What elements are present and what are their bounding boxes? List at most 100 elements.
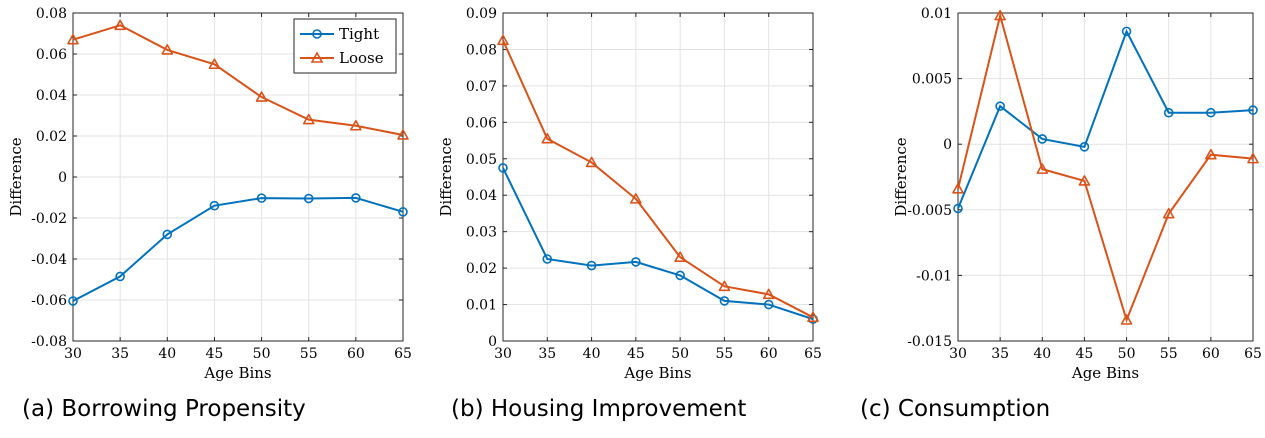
data-point-loose bbox=[1205, 148, 1217, 160]
y-tick-label: 0.06 bbox=[466, 115, 497, 131]
y-axis-label: Difference bbox=[7, 137, 25, 216]
y-tick-label: 0.08 bbox=[466, 42, 497, 58]
data-point-tight bbox=[398, 207, 408, 217]
x-tick-label: 60 bbox=[347, 346, 365, 362]
x-tick-label: 65 bbox=[1244, 346, 1262, 362]
y-tick-label: 0.05 bbox=[466, 152, 497, 168]
data-point-loose bbox=[718, 280, 731, 292]
caption-b: (b) Housing Improvement bbox=[451, 396, 747, 422]
x-tick-label: 35 bbox=[991, 346, 1009, 362]
series-line-loose bbox=[72, 24, 404, 136]
x-tick-label: 30 bbox=[949, 346, 967, 362]
data-point-loose bbox=[1078, 175, 1091, 186]
legend-marker-tight bbox=[312, 29, 322, 39]
x-tick-label: 55 bbox=[300, 346, 318, 362]
y-tick-label: -0.02 bbox=[31, 211, 67, 227]
y-tick-label: 0.07 bbox=[466, 79, 497, 95]
data-point-tight bbox=[1121, 26, 1132, 37]
data-point-tight bbox=[162, 229, 173, 240]
y-tick-label: -0.015 bbox=[907, 334, 952, 350]
data-point-tight bbox=[498, 163, 508, 173]
x-tick-label: 65 bbox=[394, 346, 412, 362]
y-tick-label: 0.02 bbox=[36, 129, 67, 145]
y-tick-label: 0.01 bbox=[921, 6, 952, 22]
y-tick-label: -0.04 bbox=[31, 252, 67, 268]
data-point-loose bbox=[208, 58, 221, 70]
x-tick-label: 35 bbox=[111, 346, 129, 362]
y-tick-label: 0 bbox=[58, 170, 67, 186]
y-axis-label: Difference bbox=[892, 137, 910, 216]
data-point-loose bbox=[807, 311, 819, 323]
legend-marker-loose bbox=[310, 51, 324, 63]
x-tick-label: 45 bbox=[627, 346, 645, 362]
data-point-tight bbox=[1037, 134, 1048, 144]
x-tick-label: 50 bbox=[253, 346, 271, 362]
data-point-tight bbox=[256, 193, 267, 203]
data-point-loose bbox=[541, 132, 554, 144]
data-point-loose bbox=[1036, 163, 1049, 174]
data-point-tight bbox=[1079, 142, 1090, 152]
x-tick-label: 30 bbox=[494, 346, 512, 362]
x-tick-label: 65 bbox=[804, 346, 822, 362]
data-point-loose bbox=[397, 129, 409, 140]
data-point-tight bbox=[1163, 107, 1174, 118]
x-tick-label: 60 bbox=[1202, 346, 1220, 362]
legend-label-tight: Tight bbox=[339, 25, 379, 43]
data-point-loose bbox=[994, 9, 1006, 21]
series-line-loose bbox=[957, 11, 1254, 324]
data-point-tight bbox=[995, 101, 1005, 111]
data-point-tight bbox=[719, 296, 730, 306]
series-line-tight bbox=[957, 28, 1254, 209]
legend-label-loose: Loose bbox=[339, 49, 384, 67]
data-point-loose bbox=[114, 19, 126, 31]
x-axis-label: Age Bins bbox=[1071, 364, 1139, 382]
data-point-tight bbox=[1206, 107, 1216, 118]
legend-box bbox=[293, 18, 397, 74]
axes-box bbox=[502, 12, 814, 342]
y-tick-label: 0.09 bbox=[466, 6, 497, 22]
x-tick-label: 50 bbox=[1118, 346, 1136, 362]
data-point-tight bbox=[303, 193, 314, 204]
caption-c: (c) Consumption bbox=[860, 396, 1051, 422]
x-tick-label: 45 bbox=[1076, 346, 1094, 362]
legend: Tight Loose bbox=[293, 18, 397, 74]
data-point-loose bbox=[585, 156, 598, 168]
x-tick-label: 60 bbox=[760, 346, 778, 362]
y-tick-label: -0.06 bbox=[31, 293, 67, 309]
series-line-tight bbox=[72, 196, 404, 302]
data-point-loose bbox=[302, 113, 315, 125]
data-point-loose bbox=[1162, 207, 1175, 219]
x-tick-label: 55 bbox=[1160, 346, 1178, 362]
data-point-tight bbox=[586, 260, 597, 271]
y-tick-label: 0 bbox=[488, 334, 497, 350]
data-point-tight bbox=[68, 296, 78, 306]
y-axis-label: Difference bbox=[437, 137, 455, 216]
data-point-loose bbox=[255, 91, 268, 102]
data-point-tight bbox=[631, 257, 641, 267]
y-tick-label: 0.02 bbox=[466, 261, 497, 277]
y-tick-label: -0.005 bbox=[907, 203, 952, 219]
x-tick-label: 40 bbox=[158, 346, 176, 362]
panel-0: 30 35 40 45 50 55 60 65 -0.08 -0.06 -0.04 -0.02 0 0.0… bbox=[7, 6, 412, 382]
data-point-loose bbox=[674, 251, 686, 262]
x-tick-label: 40 bbox=[583, 346, 601, 362]
data-point-loose bbox=[952, 183, 964, 194]
panel-2: 30 35 40 45 50 55 60 65 -0.015 -0.01 -0.005 0 0.005 0… bbox=[892, 6, 1262, 382]
y-tick-label: 0.005 bbox=[912, 72, 952, 88]
data-point-loose bbox=[161, 44, 174, 55]
y-tick-label: 0.04 bbox=[466, 188, 497, 204]
x-axis-label: Age Bins bbox=[623, 364, 691, 382]
data-point-tight bbox=[675, 270, 685, 281]
x-tick-label: 30 bbox=[64, 346, 82, 362]
y-tick-label: 0.08 bbox=[36, 6, 67, 22]
data-point-loose bbox=[1247, 152, 1259, 164]
y-tick-label: -0.08 bbox=[31, 334, 67, 350]
axes-box bbox=[957, 12, 1254, 342]
panel-1: 30 35 40 45 50 55 60 65 0 0.01 0.02 0.03 0.04 0.05 0.0… bbox=[437, 6, 822, 382]
y-tick-label: 0.03 bbox=[466, 225, 497, 241]
data-point-loose bbox=[1120, 314, 1133, 325]
data-point-loose bbox=[762, 288, 775, 300]
data-point-tight bbox=[115, 271, 125, 282]
x-tick-label: 50 bbox=[671, 346, 689, 362]
